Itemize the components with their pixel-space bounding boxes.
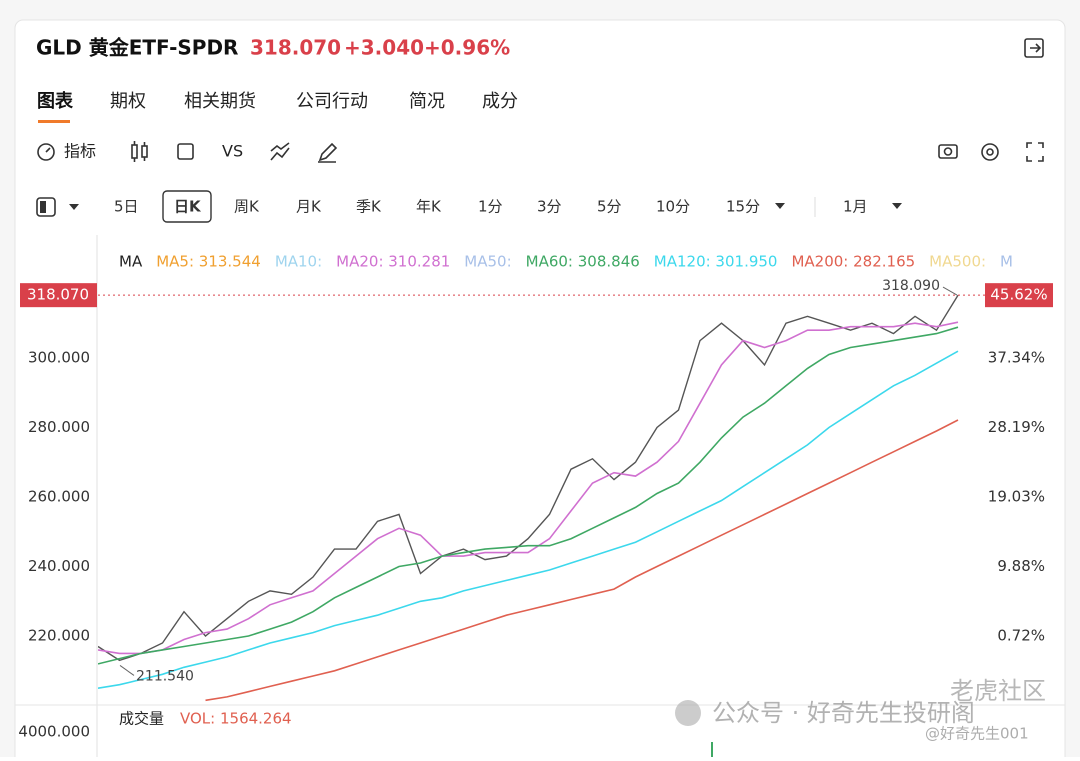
ma-legend: MA60: 308.846 — [526, 253, 640, 271]
current-price-label: 318.070 — [27, 286, 89, 304]
annotation: 211.540 — [136, 668, 194, 684]
vs[interactable]: VS — [222, 142, 243, 161]
volume-label: VOL: 1564.264 — [180, 710, 292, 728]
period[interactable]: 1分 — [478, 198, 503, 216]
y-tick-label: 280.000 — [28, 418, 90, 436]
draw-icon[interactable] — [270, 142, 290, 161]
change-pct: +0.96% — [424, 36, 510, 60]
expand-icon[interactable] — [1024, 38, 1044, 58]
series-line — [98, 326, 959, 665]
period[interactable]: 1月 — [843, 198, 868, 216]
period[interactable]: 3分 — [537, 198, 562, 216]
y-tick-label: 260.000 — [28, 488, 90, 506]
y2-tick-label: 37.34% — [988, 349, 1045, 367]
ma-legend: MA10: — [275, 253, 322, 271]
tab[interactable]: 简况 — [409, 91, 445, 112]
tab[interactable]: 成分 — [482, 91, 518, 112]
plot — [98, 294, 959, 702]
tab[interactable]: 相关期货 — [184, 91, 256, 112]
ma-legend: MA20: 310.281 — [336, 253, 450, 271]
change: +3.040 — [344, 36, 424, 60]
watermark: 老虎社区 — [950, 677, 1046, 705]
y2-tick-label: 19.03% — [988, 488, 1045, 506]
period[interactable]: 15分 — [726, 198, 760, 216]
tab[interactable]: 图表 — [37, 90, 74, 112]
period[interactable]: 5分 — [597, 198, 622, 216]
indicator[interactable]: 指标 — [64, 142, 96, 161]
period[interactable]: 日K — [174, 198, 202, 216]
watermark: 公众号 · 好奇先生投研阁 — [712, 699, 975, 727]
tab[interactable]: 公司行动 — [296, 91, 368, 112]
dropdown-arrow — [892, 203, 902, 209]
symbol: GLD 黄金ETF-SPDR — [36, 36, 238, 60]
ma-legend: MA120: 301.950 — [654, 253, 778, 271]
period[interactable]: 季K — [356, 198, 382, 216]
y-tick-label: 220.000 — [28, 627, 90, 645]
y2-tick-label: 9.88% — [997, 557, 1045, 575]
y-tick-label: 300.000 — [28, 348, 90, 366]
card — [14, 19, 1066, 761]
series-line — [98, 321, 959, 655]
watermark: @好奇先生001 — [925, 725, 1029, 743]
ma-legend: MA — [119, 253, 143, 271]
tab[interactable]: 期权 — [110, 91, 146, 112]
price: 318.070 — [250, 36, 341, 60]
y2-tick-label: 28.19% — [988, 418, 1045, 436]
indicator-icon[interactable] — [37, 143, 55, 161]
tab-underline — [38, 120, 70, 123]
fullscreen-icon[interactable] — [1026, 142, 1044, 162]
camera-icon[interactable] — [938, 144, 958, 159]
candle-icon[interactable] — [131, 141, 148, 162]
watermark-logo — [675, 700, 701, 726]
y2-tick-label: 0.72% — [997, 627, 1045, 645]
pen-icon[interactable] — [318, 142, 338, 163]
period[interactable]: 10分 — [656, 198, 690, 216]
annotation: 318.090 — [882, 278, 940, 294]
current-pct-label: 45.62% — [990, 286, 1047, 304]
ma-legend: MA200: 282.165 — [791, 253, 915, 271]
layout-icon[interactable] — [36, 197, 79, 217]
annotation-leader — [119, 665, 135, 676]
ma-legend: MA5: 313.544 — [156, 253, 261, 271]
series-line — [98, 350, 959, 689]
period[interactable]: 年K — [416, 198, 442, 216]
ma-legend: MA50: — [464, 253, 511, 271]
period[interactable]: 周K — [234, 198, 260, 216]
current-price-box — [20, 283, 97, 308]
shape-icon[interactable] — [177, 143, 194, 160]
series-line — [98, 294, 959, 662]
y-tick-label: 240.000 — [28, 557, 90, 575]
ma-legend: MA500: — [929, 253, 986, 271]
period[interactable]: 5日 — [114, 198, 139, 216]
annotation-leader — [942, 286, 958, 296]
dropdown-arrow — [775, 203, 785, 209]
series-line — [205, 419, 959, 702]
volume-title: 成交量 — [119, 710, 164, 728]
current-pct-box — [985, 283, 1053, 308]
period-selected — [162, 190, 212, 223]
volume-tick: 4000.000 — [18, 723, 90, 741]
ma-legend: M — [1000, 253, 1013, 271]
period[interactable]: 月K — [296, 198, 322, 216]
settings-icon[interactable] — [981, 143, 999, 161]
